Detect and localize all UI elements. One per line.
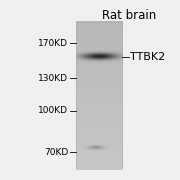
Text: 70KD: 70KD — [44, 148, 68, 157]
Bar — [76, 22, 122, 169]
Text: 170KD: 170KD — [38, 39, 68, 48]
Text: 100KD: 100KD — [38, 106, 68, 115]
Text: 130KD: 130KD — [38, 74, 68, 83]
Text: Rat brain: Rat brain — [102, 9, 157, 22]
Text: TTBK2: TTBK2 — [130, 52, 165, 62]
